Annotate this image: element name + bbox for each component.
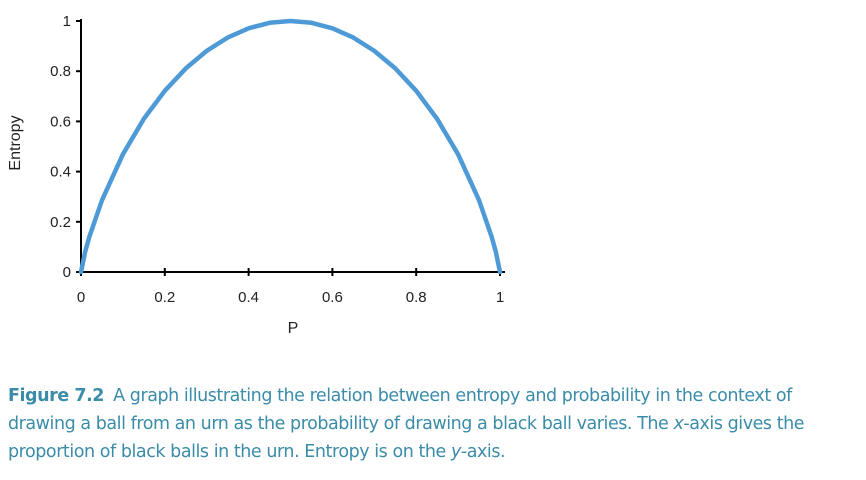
- y-tick-label: 0.6: [50, 113, 71, 130]
- x-tick-label: 0: [77, 289, 85, 306]
- caption-text-2: -axis gives the proportion of black ball…: [8, 414, 805, 462]
- caption-text-1: A graph illustrating the relation betwee…: [8, 386, 792, 434]
- figure-caption: Figure 7.2 A graph illustrating the rela…: [8, 382, 860, 466]
- y-tick-label: 1: [63, 13, 71, 30]
- caption-text-3: -axis.: [460, 442, 506, 462]
- caption-x-variable: x: [673, 414, 684, 434]
- x-tick-label: 0.2: [154, 289, 175, 306]
- x-axis-label: P: [288, 320, 299, 337]
- y-tick-label: 0.4: [50, 164, 71, 181]
- entropy-curve-line: [78, 18, 503, 275]
- entropy-chart: 0 0.2 0.4 0.6 0.8 1 0 0.2 0.4 0.6 0.8 1 P Entropy: [7, 13, 505, 337]
- x-tick-label: 0.4: [238, 289, 259, 306]
- series-layer: [78, 18, 503, 275]
- y-tick-label: 0: [63, 264, 71, 281]
- y-tick-label: 0.8: [50, 63, 71, 80]
- y-axis-label: Entropy: [7, 115, 24, 170]
- x-tick-label: 1: [496, 289, 504, 306]
- x-ticks: 0 0.2 0.4 0.6 0.8 1: [77, 268, 504, 306]
- y-ticks: 0 0.2 0.4 0.6 0.8 1: [50, 13, 81, 281]
- x-tick-label: 0.6: [322, 289, 343, 306]
- caption-y-variable: y: [450, 442, 461, 462]
- axes: [80, 19, 505, 273]
- x-tick-label: 0.8: [406, 289, 427, 306]
- figure-label: Figure 7.2: [8, 386, 105, 406]
- y-tick-label: 0.2: [50, 214, 71, 231]
